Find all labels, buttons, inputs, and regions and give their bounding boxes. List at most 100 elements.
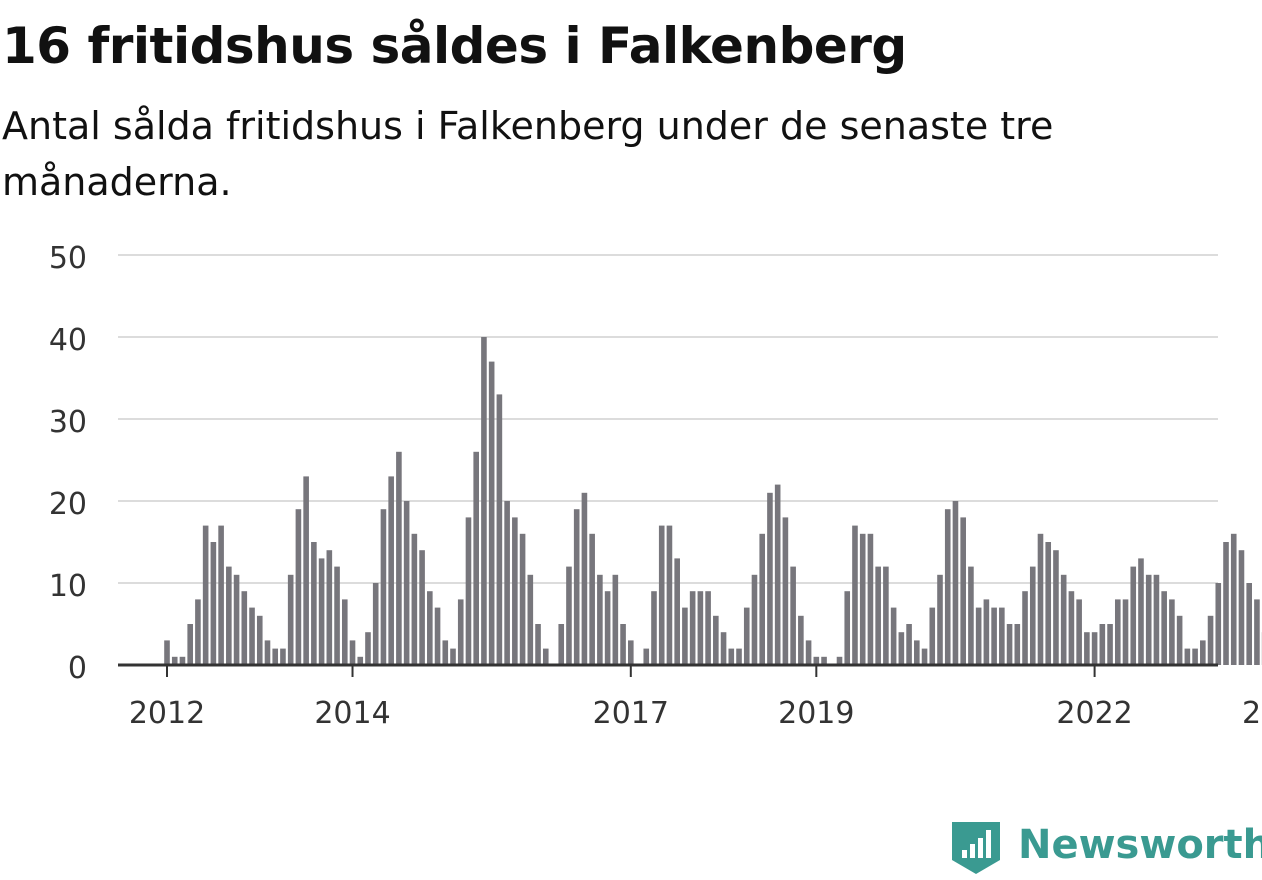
bar-2017-04 <box>651 591 657 665</box>
bar-2022-08 <box>1146 575 1152 665</box>
bar-2018-10 <box>790 567 796 665</box>
bar-2022-02 <box>1100 624 1106 665</box>
bar-2023-09 <box>1246 583 1252 665</box>
bar-2014-05 <box>381 509 387 665</box>
bar-2023-01 <box>1185 649 1191 665</box>
bar-2020-06 <box>945 509 951 665</box>
y-tick-label-10: 10 <box>49 569 87 604</box>
bar-2016-05 <box>566 567 572 665</box>
bar-2012-08 <box>218 526 224 665</box>
bar-2014-11 <box>427 591 433 665</box>
bar-2015-03 <box>458 599 464 665</box>
bar-2015-04 <box>466 517 472 665</box>
bar-2017-07 <box>674 558 680 665</box>
bar-2021-02 <box>1007 624 1013 665</box>
bar-2022-05 <box>1123 599 1129 665</box>
bar-2020-11 <box>984 599 990 665</box>
bar-2016-02 <box>543 649 549 665</box>
bar-2018-12 <box>806 640 812 665</box>
bar-2012-01 <box>164 640 170 665</box>
bar-2016-04 <box>558 624 564 665</box>
bar-2020-01 <box>906 624 912 665</box>
bar-2022-07 <box>1138 558 1144 665</box>
bar-2023-03 <box>1200 640 1206 665</box>
bar-2016-12 <box>620 624 626 665</box>
bar-2021-06 <box>1038 534 1044 665</box>
bar-2013-09 <box>319 558 325 665</box>
x-tick-label-2019: 2019 <box>778 696 854 731</box>
bar-2017-05 <box>659 526 665 665</box>
bar-2012-05 <box>195 599 201 665</box>
bar-2015-10 <box>512 517 518 665</box>
bar-2012-09 <box>226 567 232 665</box>
bar-2014-04 <box>373 583 379 665</box>
bar-2017-09 <box>690 591 696 665</box>
bar-2019-08 <box>868 534 874 665</box>
y-tick-label-50: 50 <box>49 241 87 276</box>
brand-name: Newsworthy <box>1018 820 1262 870</box>
bar-2013-06 <box>296 509 302 665</box>
y-tick-label-30: 30 <box>49 405 87 440</box>
bar-2014-12 <box>435 608 441 665</box>
bar-2022-01 <box>1092 632 1098 665</box>
bar-2013-05 <box>288 575 294 665</box>
bar-2017-01 <box>628 640 634 665</box>
bar-2014-09 <box>412 534 418 665</box>
bar-2012-07 <box>211 542 217 665</box>
y-tick-label-0: 0 <box>68 651 87 686</box>
bar-2018-08 <box>775 485 781 665</box>
bar-2015-07 <box>489 362 495 665</box>
bar-2015-01 <box>442 640 448 665</box>
bar-2018-06 <box>759 534 765 665</box>
bar-2014-06 <box>388 476 394 665</box>
newsworthy-logo-icon <box>950 820 1006 876</box>
bar-2019-09 <box>875 567 881 665</box>
bar-2021-05 <box>1030 567 1036 665</box>
bar-2019-10 <box>883 567 889 665</box>
bar-2021-10 <box>1069 591 1075 665</box>
bar-2019-12 <box>899 632 905 665</box>
bar-2018-09 <box>783 517 789 665</box>
bar-2022-09 <box>1154 575 1160 665</box>
bar-2015-11 <box>520 534 526 665</box>
x-tick-label-2017: 2017 <box>593 696 669 731</box>
bar-2015-12 <box>528 575 534 665</box>
bar-2023-04 <box>1208 616 1214 665</box>
bar-2014-03 <box>365 632 371 665</box>
bar-2020-08 <box>960 517 966 665</box>
bar-2015-06 <box>481 337 487 665</box>
bar-2018-01 <box>721 632 727 665</box>
bar-2021-11 <box>1076 599 1082 665</box>
bar-2022-10 <box>1161 591 1167 665</box>
bar-2023-07 <box>1231 534 1237 665</box>
bar-2021-03 <box>1015 624 1021 665</box>
bar-2019-11 <box>891 608 897 665</box>
newsworthy-logo: Newsworthy <box>950 820 1260 876</box>
bar-2017-11 <box>705 591 711 665</box>
bar-2021-12 <box>1084 632 1090 665</box>
bar-2014-08 <box>404 501 410 665</box>
bar-2020-07 <box>953 501 959 665</box>
bar-2018-11 <box>798 616 804 665</box>
bar-2018-05 <box>752 575 758 665</box>
bar-2017-03 <box>643 649 649 665</box>
bar-2023-06 <box>1223 542 1229 665</box>
bar-2019-05 <box>844 591 850 665</box>
bar-2018-04 <box>744 608 750 665</box>
bar-2015-09 <box>504 501 510 665</box>
bar-2015-05 <box>473 452 479 665</box>
bar-2020-04 <box>929 608 935 665</box>
bar-2019-06 <box>852 526 858 665</box>
bar-2020-12 <box>991 608 997 665</box>
bar-2017-06 <box>667 526 673 665</box>
bar-2020-03 <box>922 649 928 665</box>
bar-2013-03 <box>272 649 278 665</box>
bar-2012-12 <box>249 608 255 665</box>
bar-2021-08 <box>1053 550 1059 665</box>
bar-2013-08 <box>311 542 317 665</box>
bar-2023-02 <box>1192 649 1198 665</box>
bar-2012-11 <box>242 591 248 665</box>
y-tick-label-40: 40 <box>49 323 87 358</box>
bar-2014-10 <box>419 550 425 665</box>
